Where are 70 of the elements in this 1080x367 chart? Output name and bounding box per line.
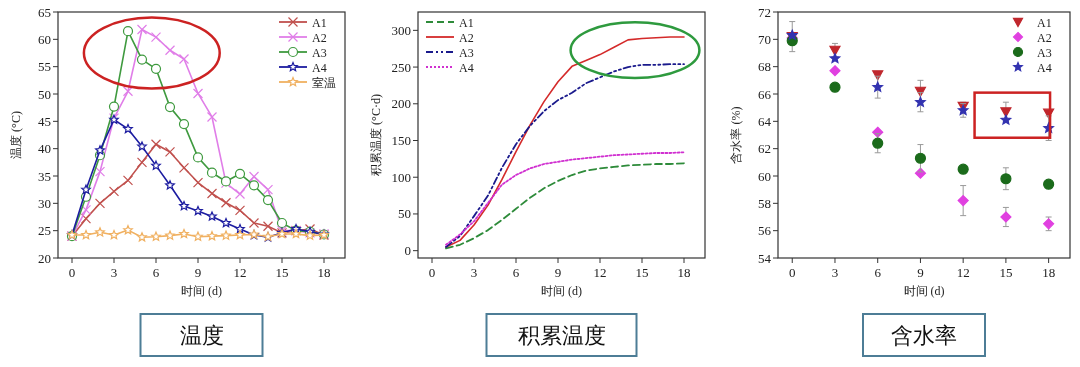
y-tick-label: 58 (758, 195, 771, 211)
x-tick-label: 18 (1042, 265, 1056, 280)
y-tick-label: 25 (38, 223, 51, 239)
y-tick-label: 68 (758, 59, 771, 75)
x-tick-label: 15 (275, 265, 289, 280)
legend-label: A1 (312, 15, 327, 30)
y-tick-label: 66 (758, 86, 772, 102)
y-tick-label: 0 (404, 243, 411, 259)
x-tick-label: 6 (512, 265, 520, 280)
legend-label: A3 (312, 45, 327, 60)
x-tick-label: 0 (68, 265, 76, 280)
y-tick-label: 20 (38, 250, 51, 266)
y-tick-label: 30 (38, 195, 51, 211)
legend-label: A2 (312, 30, 327, 45)
legend-label: A3 (459, 45, 474, 60)
text: 积累温度 (517, 323, 606, 348)
y-tick-label: 54 (758, 250, 772, 266)
y-axis-title: 含水率 (%) (729, 106, 743, 164)
x-tick-label: 9 (917, 265, 924, 280)
x-tick-label: 9 (554, 265, 562, 280)
legend-label: A4 (1037, 60, 1052, 75)
y-tick-label: 65 (38, 4, 51, 20)
y-tick-label: 50 (38, 86, 51, 102)
legend-label: A4 (312, 60, 327, 75)
legend-label: A2 (459, 30, 474, 45)
y-tick-label: 45 (38, 113, 51, 129)
x-axis-title: 时间 (d) (903, 284, 945, 298)
y-tick-label: 35 (38, 168, 51, 184)
text: 温度 (179, 323, 224, 348)
legend-label: A1 (459, 15, 474, 30)
x-tick-label: 12 (593, 265, 607, 280)
legend-label: 室温 (312, 75, 336, 90)
y-axis-title: 积累温度 (°C·d) (369, 94, 383, 176)
x-tick-label: 18 (677, 265, 691, 280)
y-axis-title: 温度 (°C) (9, 111, 23, 159)
x-axis-title: 时间 (d) (541, 284, 582, 298)
x-tick-label: 6 (874, 265, 882, 280)
text: 含水率 (891, 323, 957, 348)
x-tick-label: 18 (317, 265, 331, 280)
y-tick-label: 40 (38, 141, 51, 157)
x-tick-label: 6 (152, 265, 160, 280)
y-tick-label: 60 (38, 31, 51, 47)
y-tick-label: 200 (391, 96, 411, 112)
x-tick-label: 15 (999, 265, 1013, 280)
y-tick-label: 100 (391, 169, 411, 185)
x-tick-label: 9 (194, 265, 202, 280)
y-tick-label: 56 (758, 223, 772, 239)
x-tick-label: 3 (470, 265, 478, 280)
legend-label: A2 (1037, 30, 1052, 45)
x-tick-label: 12 (233, 265, 247, 280)
x-tick-label: 0 (428, 265, 436, 280)
y-tick-label: 250 (391, 59, 411, 75)
x-tick-label: 3 (831, 265, 839, 280)
y-tick-label: 60 (758, 168, 771, 184)
y-tick-label: 62 (758, 141, 771, 157)
y-tick-label: 55 (38, 59, 51, 75)
y-tick-label: 300 (391, 22, 411, 38)
y-tick-label: 64 (758, 113, 772, 129)
legend-label: A4 (459, 60, 474, 75)
x-tick-label: 3 (110, 265, 118, 280)
y-tick-label: 50 (398, 206, 411, 222)
y-tick-label: 70 (758, 31, 771, 47)
y-tick-label: 150 (391, 133, 411, 149)
y-tick-label: 72 (758, 4, 771, 20)
x-tick-label: 0 (788, 265, 796, 280)
x-tick-label: 12 (956, 265, 970, 280)
legend-label: A3 (1037, 45, 1052, 60)
legend-label: A1 (1037, 15, 1052, 30)
x-tick-label: 15 (635, 265, 649, 280)
x-axis-title: 时间 (d) (181, 284, 222, 298)
